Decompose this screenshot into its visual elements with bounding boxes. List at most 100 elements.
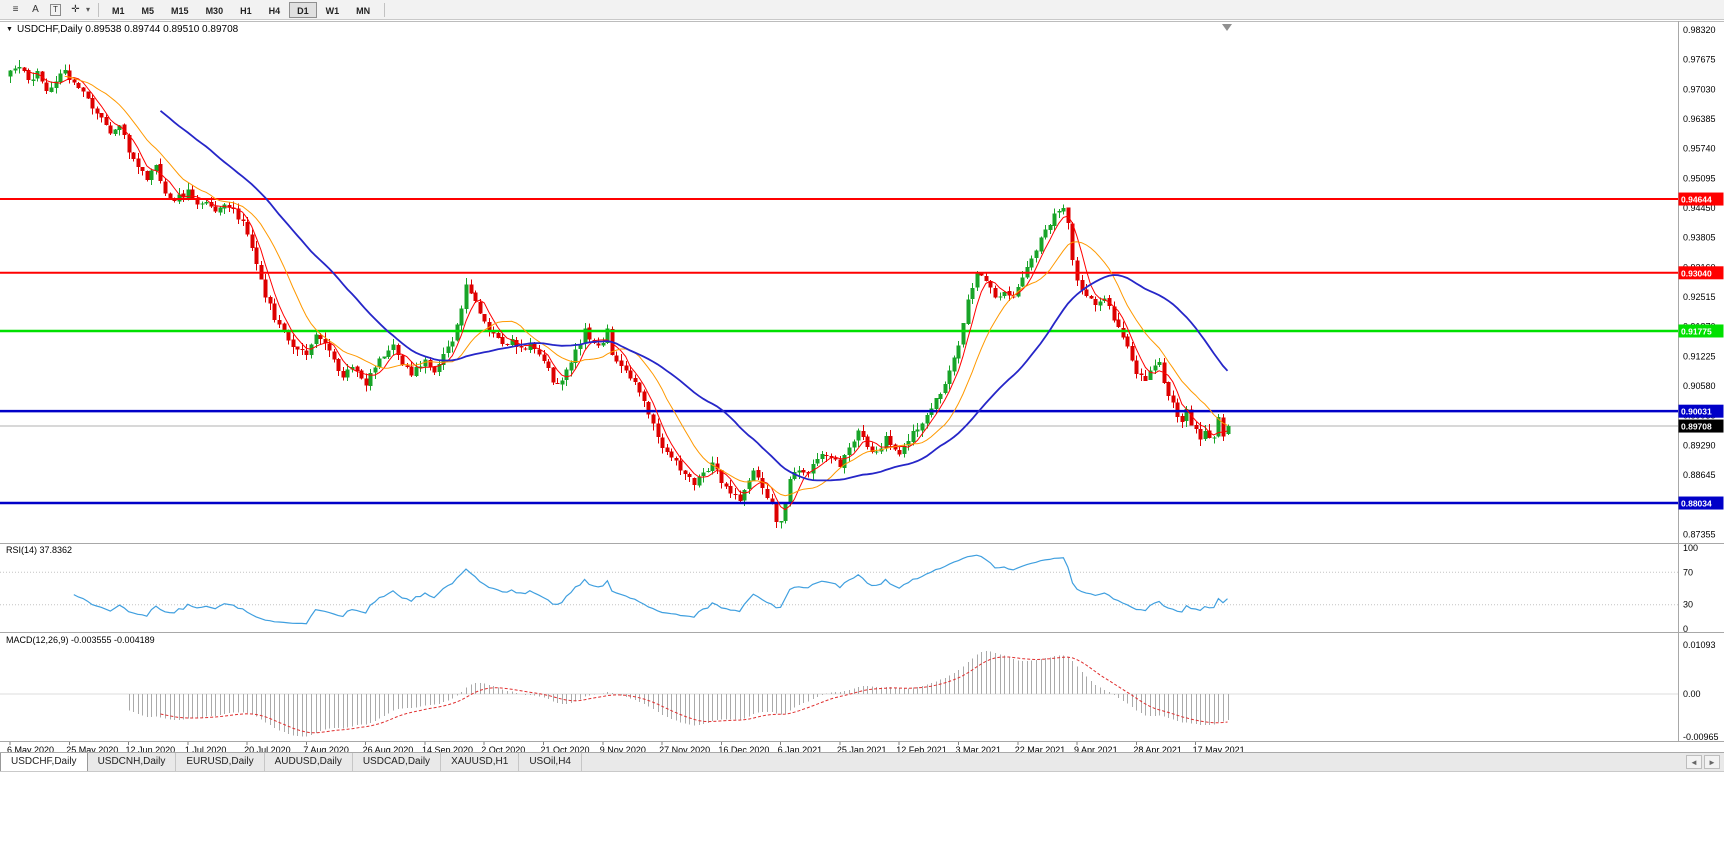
tab-scroll-controls: ◄ ► <box>1684 753 1724 771</box>
svg-text:-0.00965: -0.00965 <box>1683 732 1719 742</box>
svg-text:0: 0 <box>1683 624 1688 634</box>
svg-text:0.95740: 0.95740 <box>1683 144 1716 154</box>
chart-title: ▼ USDCHF,Daily 0.89538 0.89744 0.89510 0.… <box>6 24 238 35</box>
svg-text:30: 30 <box>1683 600 1693 610</box>
tab-eurusd-daily[interactable]: EURUSD,Daily <box>176 753 265 771</box>
svg-text:20 Jul 2020: 20 Jul 2020 <box>244 745 291 752</box>
svg-text:21 Oct 2020: 21 Oct 2020 <box>541 745 590 752</box>
price-axis: 0.98320 0.97675 0.97030 0.96385 0.95740 0.950… <box>1683 25 1716 539</box>
svg-text:0.88034: 0.88034 <box>1681 499 1712 509</box>
menu-icon: ≡ <box>12 3 19 15</box>
svg-text:0.93805: 0.93805 <box>1683 233 1716 243</box>
tab-usoil-h4[interactable]: USOil,H4 <box>519 753 582 771</box>
tab-scroll-right-icon[interactable]: ► <box>1704 755 1720 769</box>
svg-text:0.89290: 0.89290 <box>1683 440 1716 450</box>
macd-axis: 0.01093 0.00 -0.00965 <box>1683 640 1719 742</box>
svg-text:25 Jan 2021: 25 Jan 2021 <box>837 745 887 752</box>
timeframe-d1[interactable]: D1 <box>289 1 317 18</box>
timeframe-mn[interactable]: MN <box>356 5 371 16</box>
svg-text:27 Nov 2020: 27 Nov 2020 <box>659 745 710 752</box>
ma-line-34 <box>159 110 1229 482</box>
svg-text:0.98320: 0.98320 <box>1683 25 1716 35</box>
chart-collapse-icon[interactable]: ▼ <box>6 26 13 33</box>
svg-text:3 Mar 2021: 3 Mar 2021 <box>955 745 1001 752</box>
ma-line-5 <box>28 70 1228 511</box>
svg-text:0.90031: 0.90031 <box>1681 407 1712 417</box>
toolbar-icons: ≡ A T ✛ <box>6 2 86 18</box>
menu-button[interactable]: ≡ <box>6 2 25 18</box>
timeframe-m5[interactable]: M5 <box>141 5 155 16</box>
svg-text:17 May 2021: 17 May 2021 <box>1193 745 1245 752</box>
svg-text:14 Sep 2020: 14 Sep 2020 <box>422 745 473 752</box>
svg-text:2 Oct 2020: 2 Oct 2020 <box>481 745 525 752</box>
toolbar-separator-2 <box>384 2 386 17</box>
svg-text:6 May 2020: 6 May 2020 <box>7 745 54 752</box>
toolbar: ≡ A T ✛ ▾ M1 M5 M15 M30 H1 H4 D1 W1 MN <box>0 0 1724 20</box>
empty-area <box>0 772 1724 849</box>
svg-text:0.88645: 0.88645 <box>1683 470 1716 480</box>
svg-text:7 Aug 2020: 7 Aug 2020 <box>303 745 349 752</box>
chart-shift-marker[interactable] <box>1222 24 1232 31</box>
timeframe-h4[interactable]: H4 <box>268 5 281 16</box>
ma-line-13 <box>64 75 1228 497</box>
tab-scroll-left-icon[interactable]: ◄ <box>1686 755 1702 769</box>
date-axis: 6 May 2020 25 May 2020 12 Jun 2020 1 Jul 20… <box>7 742 1245 752</box>
timeframe-m15[interactable]: M15 <box>171 5 189 16</box>
label-tool-icon: T <box>50 3 61 16</box>
timeframe-m1[interactable]: M1 <box>112 5 125 16</box>
svg-text:70: 70 <box>1683 567 1693 577</box>
svg-text:0.87355: 0.87355 <box>1683 529 1716 539</box>
rsi-line <box>73 554 1228 625</box>
svg-text:0.94644: 0.94644 <box>1681 195 1712 205</box>
label-tool-button[interactable]: T <box>46 2 65 18</box>
timeframe-h1[interactable]: H1 <box>240 5 252 16</box>
crosshair-tool-button[interactable]: ✛ <box>66 2 85 18</box>
tab-usdcad-daily[interactable]: USDCAD,Daily <box>353 753 442 771</box>
svg-text:0.91225: 0.91225 <box>1683 351 1716 361</box>
price-chip-0.90031: 0.90031 <box>1678 404 1724 418</box>
macd-histogram <box>129 651 1229 737</box>
svg-text:16 Dec 2020: 16 Dec 2020 <box>718 745 769 752</box>
svg-text:0.92515: 0.92515 <box>1683 292 1716 302</box>
tab-usdcnh-daily[interactable]: USDCNH,Daily <box>88 753 177 771</box>
tab-xauusd-h1[interactable]: XAUUSD,H1 <box>441 753 520 771</box>
svg-text:0.95095: 0.95095 <box>1683 173 1716 183</box>
svg-text:22 Mar 2021: 22 Mar 2021 <box>1015 745 1066 752</box>
price-chart[interactable]: 0.98320 0.97675 0.97030 0.96385 0.95740 0.950… <box>0 20 1724 752</box>
text-tool-icon: A <box>32 3 39 15</box>
price-chip-0.94644: 0.94644 <box>1678 192 1724 206</box>
svg-text:28 Apr 2021: 28 Apr 2021 <box>1133 745 1182 752</box>
svg-text:9 Nov 2020: 9 Nov 2020 <box>600 745 646 752</box>
svg-text:12 Feb 2021: 12 Feb 2021 <box>896 745 947 752</box>
macd-indicator-label: MACD(12,26,9) -0.003555 -0.004189 <box>6 635 155 645</box>
svg-text:100: 100 <box>1683 543 1698 553</box>
timeframe-buttons: M1 M5 M15 M30 H1 H4 D1 W1 MN <box>104 1 379 18</box>
svg-text:12 Jun 2020: 12 Jun 2020 <box>126 745 176 752</box>
svg-text:0.97030: 0.97030 <box>1683 84 1716 94</box>
timeframe-m30[interactable]: M30 <box>205 5 224 16</box>
svg-text:1 Jul 2020: 1 Jul 2020 <box>185 745 227 752</box>
rsi-indicator-label: RSI(14) 37.8362 <box>6 545 73 555</box>
svg-text:0.91775: 0.91775 <box>1681 326 1712 336</box>
svg-text:0.97675: 0.97675 <box>1683 55 1716 65</box>
svg-text:0.01093: 0.01093 <box>1683 640 1716 650</box>
svg-text:0.96385: 0.96385 <box>1683 114 1716 124</box>
svg-text:25 May 2020: 25 May 2020 <box>66 745 118 752</box>
svg-text:6 Jan 2021: 6 Jan 2021 <box>778 745 823 752</box>
svg-text:26 Aug 2020: 26 Aug 2020 <box>363 745 414 752</box>
price-chip-0.88034: 0.88034 <box>1678 496 1724 510</box>
svg-text:9 Apr 2021: 9 Apr 2021 <box>1074 745 1118 752</box>
toolbar-separator <box>98 2 100 17</box>
chart-area: 0.98320 0.97675 0.97030 0.96385 0.95740 0.950… <box>0 20 1724 752</box>
timeframe-w1[interactable]: W1 <box>325 5 340 16</box>
svg-text:0.94450: 0.94450 <box>1683 203 1716 213</box>
tools-dropdown-arrow[interactable]: ▾ <box>86 5 91 14</box>
crosshair-tool-icon: ✛ <box>71 3 80 15</box>
tab-usdchf-daily[interactable]: USDCHF,Daily <box>0 753 88 771</box>
text-tool-button[interactable]: A <box>26 2 45 18</box>
tab-audusd-daily[interactable]: AUDUSD,Daily <box>265 753 353 771</box>
svg-text:0.89708: 0.89708 <box>1681 422 1712 432</box>
rsi-levels <box>0 571 1678 606</box>
chart-tabs: USDCHF,Daily USDCNH,Daily EURUSD,Daily AUDU… <box>0 753 582 771</box>
